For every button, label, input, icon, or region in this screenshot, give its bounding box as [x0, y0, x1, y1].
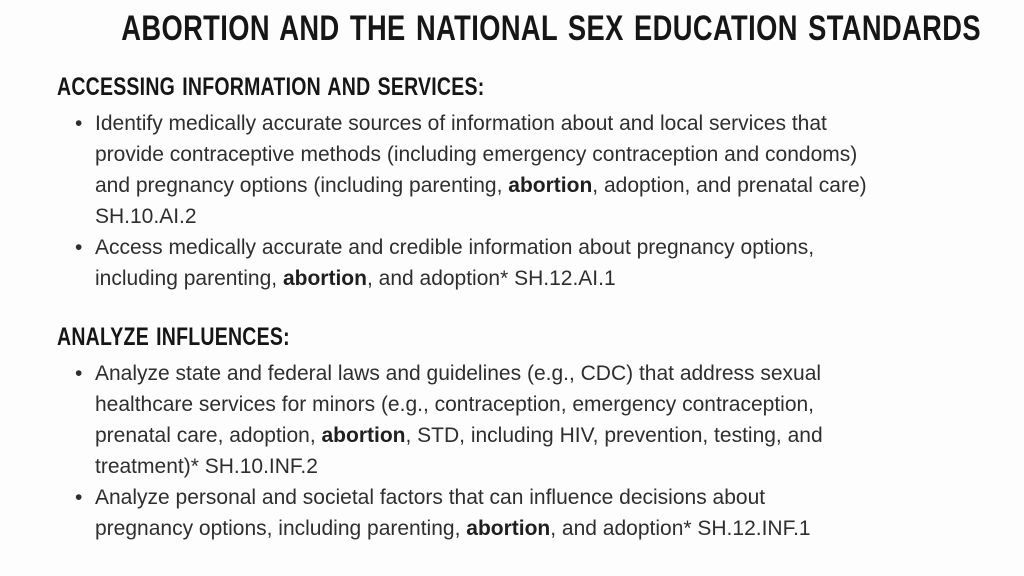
section-accessing-information-and-services: ACCESSING INFORMATION AND SERVICES: Iden… — [57, 72, 987, 294]
bold-term: abortion — [466, 516, 551, 540]
bullet-list: Identify medically accurate sources of i… — [57, 108, 987, 294]
bold-term: abortion — [282, 266, 367, 290]
bullet-list: Analyze state and federal laws and guide… — [57, 358, 987, 544]
document-content: ACCESSING INFORMATION AND SERVICES: Iden… — [57, 72, 987, 544]
text-segment: , adoption, and prenatal care) SH.10.AI.… — [95, 173, 867, 228]
text-segment: Analyze personal and societal factors th… — [95, 485, 766, 540]
text-segment: Access medically accurate and credible i… — [95, 235, 815, 290]
page-title: ABORTION AND THE NATIONAL SEX EDUCATION … — [0, 6, 1024, 52]
text-segment: Analyze state and federal laws and guide… — [95, 361, 822, 447]
text-segment: , STD, including HIV, prevention, testin… — [95, 423, 823, 478]
section-heading: ACCESSING INFORMATION AND SERVICES: — [57, 72, 987, 102]
text-segment: , and adoption* SH.12.INF.1 — [550, 516, 811, 540]
list-item: Analyze personal and societal factors th… — [57, 482, 987, 544]
bold-term: abortion — [321, 423, 406, 447]
list-item: Analyze state and federal laws and guide… — [57, 358, 987, 482]
section-heading-text: ANALYZE INFLUENCES: — [57, 322, 290, 351]
text-segment: , and adoption* SH.12.AI.1 — [366, 266, 616, 290]
list-item: Access medically accurate and credible i… — [57, 232, 987, 294]
page-title-text: ABORTION AND THE NATIONAL SEX EDUCATION … — [121, 9, 981, 48]
text-segment: Identify medically accurate sources of i… — [95, 111, 858, 197]
section-analyze-influences: ANALYZE INFLUENCES: Analyze state and fe… — [57, 322, 987, 544]
bold-term: abortion — [508, 173, 593, 197]
section-heading-text: ACCESSING INFORMATION AND SERVICES: — [57, 72, 485, 101]
section-heading: ANALYZE INFLUENCES: — [57, 322, 987, 352]
list-item: Identify medically accurate sources of i… — [57, 108, 987, 232]
